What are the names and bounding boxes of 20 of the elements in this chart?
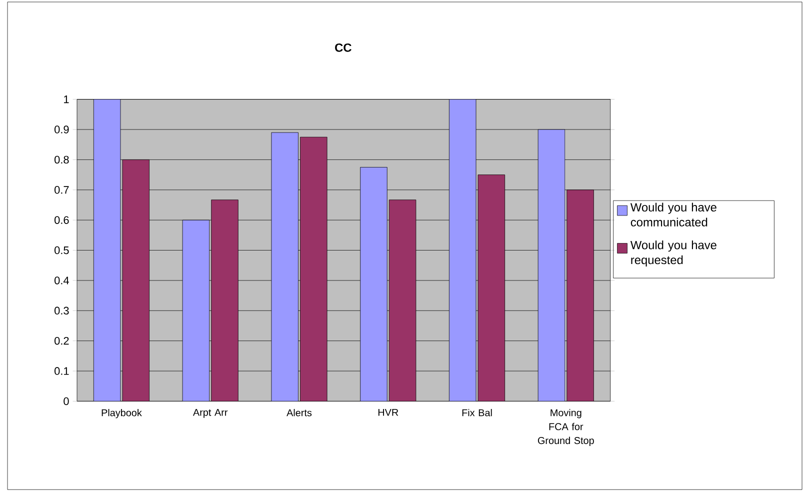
chart-title: CC — [335, 44, 352, 52]
y-tick-label: 0.1 — [54, 367, 69, 376]
y-tick-label: 0.6 — [54, 216, 69, 224]
x-tick-label: Moving FCA for Ground Stop — [538, 409, 594, 446]
y-tick-label: 0.3 — [54, 306, 69, 315]
y-tick-label: 0.4 — [54, 276, 69, 285]
x-tick-label: Arpt Arr — [192, 409, 228, 418]
y-tick-label: 0.7 — [54, 186, 69, 194]
y-tick-label: 0.5 — [54, 246, 69, 254]
x-tick-label: Fix Bal — [462, 409, 492, 416]
y-tick-label: 0.2 — [54, 337, 69, 345]
y-tick-label: 0 — [64, 398, 69, 406]
x-tick-label: Alerts — [286, 409, 312, 416]
y-tick-label: 0.8 — [54, 156, 69, 164]
y-tick-label: 0.9 — [54, 126, 69, 134]
x-tick-label: HVR — [378, 409, 398, 416]
y-tick-label: 1 — [64, 96, 69, 104]
legend-label: Would you have communicated — [630, 203, 716, 227]
legend-label: Would you have requested — [630, 240, 716, 267]
x-tick-label: Playbook — [102, 409, 142, 418]
